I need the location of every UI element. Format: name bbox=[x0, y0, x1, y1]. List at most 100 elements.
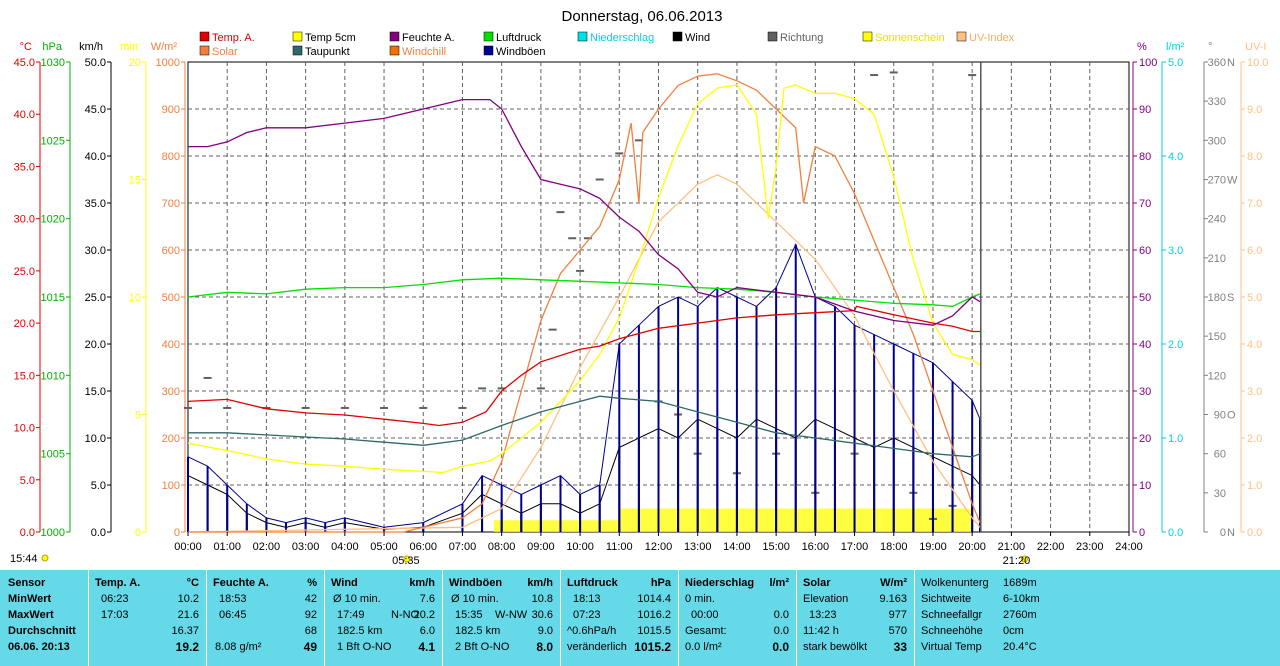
right-axes: 10090807060504030201005.04.03.02.01.00.0… bbox=[1132, 57, 1268, 539]
label-minwert: MinWert bbox=[8, 593, 52, 605]
x-tick-label: 24:00 bbox=[1115, 541, 1143, 553]
wind-max-direction: N-NO bbox=[391, 609, 420, 621]
temp-max-time: 17:03 bbox=[101, 609, 129, 621]
druck-current-value: 1015.2 bbox=[634, 640, 671, 654]
x-tick-label: 10:00 bbox=[566, 541, 594, 553]
boen-max-direction: W-NW bbox=[495, 609, 528, 621]
right-axis-label: 20 bbox=[1139, 433, 1151, 445]
legend-swatch bbox=[767, 31, 778, 42]
x-tick-label: 19:00 bbox=[919, 541, 947, 553]
legend-swatch bbox=[292, 45, 303, 56]
legend-swatch bbox=[389, 45, 400, 56]
right-axis-unit: % bbox=[1137, 41, 1147, 53]
feuchte-unit: % bbox=[307, 577, 317, 589]
wind-header: Wind bbox=[331, 577, 358, 589]
legend-swatch bbox=[389, 31, 400, 42]
left-axis-label: 0 bbox=[135, 527, 141, 539]
richtung-point bbox=[262, 406, 271, 409]
schneefallgrenze-value: 2760m bbox=[1003, 609, 1037, 621]
col-wind: Wind km/h Ø 10 min. 7.6 17:49 N-NO 20.2 182.… bbox=[324, 570, 443, 666]
x-tick-label: 20:00 bbox=[958, 541, 986, 553]
left-axis-label: 35.0 bbox=[14, 161, 35, 173]
wind-beaufort: 1 Bft O-NO bbox=[337, 641, 392, 653]
right-axis-label: 7.0 bbox=[1247, 198, 1262, 210]
left-axis-label: 10 bbox=[129, 292, 141, 304]
druck-header: Luftdruck bbox=[567, 577, 618, 589]
solar-elevation-label: Elevation bbox=[803, 593, 849, 605]
sichtweite-value: 6-10km bbox=[1003, 593, 1040, 605]
regen-current-value: 0.0 bbox=[772, 640, 789, 654]
right-axis-label: 9.0 bbox=[1247, 104, 1262, 116]
druck-avg-value: 1015.5 bbox=[637, 625, 671, 637]
temp-max-value: 21.6 bbox=[177, 609, 199, 621]
right-axis-label: 70 bbox=[1139, 198, 1151, 210]
solar-current-value: 33 bbox=[893, 640, 907, 654]
right-axis-label: 30 bbox=[1139, 386, 1151, 398]
right-axis-label: 0 bbox=[1220, 527, 1226, 539]
temp-current-value: 19.2 bbox=[175, 640, 199, 654]
right-axis-label: 0 bbox=[1139, 527, 1145, 539]
richtung-point bbox=[497, 387, 506, 390]
left-axis-label: 400 bbox=[162, 339, 180, 351]
right-axis-label: 6.0 bbox=[1247, 245, 1262, 257]
series-solar bbox=[188, 73, 981, 533]
legend-label: Feuchte A. bbox=[402, 32, 455, 44]
x-tick-label: 23:00 bbox=[1076, 541, 1104, 553]
richtung-point bbox=[968, 74, 977, 77]
col-luftdruck: Luftdruck hPa 18:13 1014.4 07:23 1016.2 ^0.… bbox=[560, 570, 679, 666]
left-axis-label: 5.0 bbox=[91, 480, 106, 492]
left-axes: 45.0 40.0 35.0 30.0 25.0 20.0 15.0 10.0 5.0 0.0 10… bbox=[14, 57, 186, 539]
richtung-point bbox=[184, 406, 192, 409]
col-feuchte: Feuchte A.% 18:53 42 06:45 92 68 8.08 g/m²… bbox=[206, 570, 325, 666]
wind-max-time: 17:49 bbox=[337, 609, 365, 621]
druck-min-value: 1014.4 bbox=[637, 593, 671, 605]
left-axis-label: 0.0 bbox=[91, 527, 106, 539]
boen-unit: km/h bbox=[527, 577, 553, 589]
left-axis-label: 40.0 bbox=[85, 151, 106, 163]
weather-chart: Donnerstag, 06.06.2013 Temp. A.SolarTemp… bbox=[10, 8, 1269, 567]
left-axis-label: 1000 bbox=[156, 57, 180, 69]
x-tick-label: 21:00 bbox=[998, 541, 1026, 553]
legend-label: UV-Index bbox=[969, 32, 1015, 44]
richtung-point bbox=[870, 74, 879, 77]
series-luftdruck bbox=[187, 277, 981, 308]
left-axis-label: 500 bbox=[162, 292, 180, 304]
x-tick-label: 13:00 bbox=[684, 541, 712, 553]
druck-unit: hPa bbox=[650, 577, 671, 589]
left-axis-unit: W/m² bbox=[151, 41, 178, 53]
boen-avg-value: 9.0 bbox=[537, 625, 553, 637]
x-tick-label: 08:00 bbox=[488, 541, 516, 553]
right-axis-label: 90 bbox=[1139, 104, 1151, 116]
temp-min-value: 10.2 bbox=[177, 593, 199, 605]
right-axis-label: 360 bbox=[1208, 57, 1226, 69]
right-axis-label: 100 bbox=[1139, 57, 1157, 69]
x-tick-label: 16:00 bbox=[802, 541, 830, 553]
solar-avg-value: 570 bbox=[888, 625, 907, 637]
left-axis-label: 800 bbox=[162, 151, 180, 163]
left-axis-unit: min bbox=[120, 41, 138, 53]
legend-swatch bbox=[483, 45, 494, 56]
right-axis-label: N bbox=[1227, 527, 1235, 539]
legend-label: Luftdruck bbox=[496, 32, 542, 44]
right-axis-label: 240 bbox=[1208, 214, 1226, 226]
x-tick-label: 15:00 bbox=[762, 541, 790, 553]
regen-rate: 0.0 l/m² bbox=[685, 641, 722, 653]
richtung-point bbox=[340, 406, 349, 409]
x-tick-label: 00:00 bbox=[174, 541, 202, 553]
feuchte-min-time: 18:53 bbox=[219, 593, 247, 605]
label-durchschnitt: Durchschnitt bbox=[8, 625, 76, 637]
richtung-point bbox=[301, 406, 310, 409]
left-axis-label: 1000 bbox=[41, 527, 65, 539]
temp-avg-value: 16.37 bbox=[171, 625, 199, 637]
left-axis-label: 40.0 bbox=[14, 109, 35, 121]
x-tick-label: 14:00 bbox=[723, 541, 751, 553]
left-axis-label: 15 bbox=[129, 175, 141, 187]
x-tick-label: 02:00 bbox=[253, 541, 281, 553]
x-tick-label: 22:00 bbox=[1037, 541, 1065, 553]
richtung-point bbox=[548, 328, 557, 331]
x-tick-label: 09:00 bbox=[527, 541, 555, 553]
right-axis-label: 90 bbox=[1214, 410, 1226, 422]
left-axis-label: 20.0 bbox=[85, 339, 106, 351]
legend-label: Windchill bbox=[402, 46, 446, 58]
right-axis-label: 50 bbox=[1139, 292, 1151, 304]
